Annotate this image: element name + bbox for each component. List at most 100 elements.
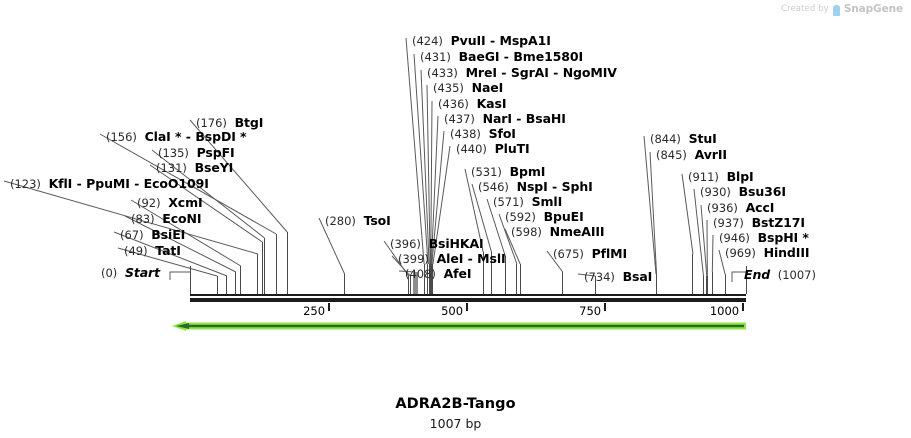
- map-caption: ADRA2B-Tango 1007 bp: [0, 396, 911, 431]
- restriction-site-label[interactable]: (546) NspI - SphI: [478, 180, 593, 193]
- cut-site-stem: [724, 274, 726, 294]
- site-enzyme-names: KflI - PpuMI - EcoO109I: [49, 177, 209, 191]
- site-position: (280): [325, 214, 356, 228]
- restriction-site-label[interactable]: (408) AfeI: [405, 267, 472, 281]
- enzyme-name: Bme1580I: [513, 49, 584, 64]
- restriction-site-label[interactable]: (598) NmeAIII: [511, 224, 605, 239]
- site-position: (675): [553, 247, 584, 261]
- restriction-site-label[interactable]: (531) BpmI: [471, 165, 545, 178]
- restriction-site-label[interactable]: (83) EcoNI: [131, 211, 202, 226]
- enzyme-name: SmlI: [531, 194, 563, 209]
- enzyme-name: NarI: [482, 111, 512, 126]
- restriction-site-label[interactable]: (176) BtgI: [196, 116, 263, 129]
- restriction-site-label[interactable]: (123) KflI - PpuMI - EcoO109I: [10, 177, 209, 191]
- restriction-site-label[interactable]: (937) BstZ17I: [713, 216, 805, 229]
- site-enzyme-names: KasI: [477, 97, 507, 111]
- restriction-site-label[interactable]: (156) ClaI * - BspDI *: [106, 129, 247, 144]
- ruler-tick: [466, 303, 469, 311]
- site-position: (911): [688, 170, 719, 184]
- restriction-site-label[interactable]: (49) TatI: [124, 244, 181, 257]
- enzyme-name: HindIII: [763, 245, 810, 260]
- enzyme-name: PpuMI: [86, 176, 130, 191]
- cut-site-stem: [429, 264, 431, 294]
- restriction-site-label[interactable]: (437) NarI - BsaHI: [444, 111, 566, 126]
- site-enzyme-names: AfeI: [444, 267, 472, 281]
- site-position: (424): [412, 34, 443, 48]
- site-enzyme-names: Start: [125, 266, 160, 280]
- restriction-site-label[interactable]: (435) NaeI: [433, 81, 503, 95]
- cut-site-stem: [432, 264, 434, 294]
- site-position: (396): [390, 237, 421, 251]
- restriction-site-label[interactable]: (67) BsiEI: [120, 228, 185, 241]
- restriction-site-label[interactable]: (969) HindIII: [725, 245, 810, 260]
- site-position: (440): [456, 142, 487, 156]
- enzyme-name-separator: -: [485, 33, 500, 48]
- enzyme-name-separator: -: [463, 251, 478, 266]
- restriction-site-label[interactable]: (734) BsaI: [584, 270, 652, 283]
- enzyme-name: NmeAIII: [549, 224, 605, 239]
- restriction-site-label[interactable]: (844) StuI: [650, 131, 717, 146]
- restriction-site-label[interactable]: (92) XcmI: [137, 195, 203, 210]
- enzyme-name-separator: -: [511, 111, 526, 126]
- restriction-site-label[interactable]: (131) BseYI: [156, 161, 233, 175]
- enzyme-name: NgoMIV: [562, 65, 617, 80]
- enzyme-name: KflI: [48, 176, 73, 191]
- cut-site-stem: [264, 238, 266, 294]
- restriction-site-label[interactable]: (396) BsiHKAI: [390, 237, 484, 251]
- restriction-site-label[interactable]: (431) BaeGI - Bme1580I: [420, 49, 584, 64]
- restriction-site-label[interactable]: (675) PflMI: [553, 247, 627, 261]
- enzyme-name: EcoNI: [162, 211, 202, 226]
- site-position: (436): [438, 97, 469, 111]
- cut-site-stem: [189, 266, 191, 294]
- restriction-site-label[interactable]: (946) BspHI *: [719, 231, 809, 245]
- cut-site-stem: [430, 264, 432, 294]
- site-position: (592): [505, 210, 536, 224]
- cut-site-stem: [423, 264, 425, 294]
- cut-site-stem: [711, 272, 713, 294]
- restriction-site-label[interactable]: (433) MreI - SgrAI - NgoMIV: [427, 65, 617, 80]
- site-enzyme-names: AleI - MslI: [437, 252, 506, 266]
- enzyme-name: SgrAI: [510, 65, 549, 80]
- cut-site-stem: [482, 252, 484, 294]
- axis-bar-top: [190, 294, 746, 296]
- site-position: (571): [493, 195, 524, 209]
- restriction-site-label[interactable]: (930) Bsu36I: [700, 184, 786, 199]
- enzyme-name-separator: -: [499, 49, 514, 64]
- enzyme-name: Bsu36I: [738, 184, 786, 199]
- enzyme-name: StuI: [688, 131, 717, 146]
- site-enzyme-names: SmlI: [532, 195, 563, 209]
- restriction-site-label[interactable]: (135) PspFI: [158, 146, 235, 159]
- restriction-site-label[interactable]: (280) TsoI: [325, 214, 391, 228]
- restriction-site-label[interactable]: (436) KasI: [438, 97, 507, 111]
- cut-site-stem: [428, 264, 430, 294]
- restriction-site-label[interactable]: End (1007): [744, 268, 816, 282]
- site-position: (92): [137, 196, 161, 210]
- restriction-site-label[interactable]: (592) BpuEI: [505, 210, 584, 224]
- cut-site-stem: [216, 276, 218, 294]
- cut-site-stem: [562, 272, 564, 294]
- site-position: (435): [433, 81, 464, 95]
- axis-bar-bottom: [190, 298, 746, 302]
- restriction-site-label[interactable]: (845) AvrII: [656, 148, 727, 161]
- enzyme-name: XcmI: [168, 195, 203, 210]
- restriction-site-label[interactable]: (0) Start: [101, 266, 160, 280]
- restriction-site-label[interactable]: (440) PluTI: [456, 142, 530, 156]
- enzyme-name-separator: -: [129, 176, 144, 191]
- site-position: (83): [131, 212, 155, 226]
- restriction-site-label[interactable]: (438) SfoI: [450, 127, 516, 141]
- coordinate-ruler: 250 500 750 1000: [190, 303, 746, 319]
- restriction-site-label[interactable]: (571) SmlI: [493, 195, 563, 209]
- enzyme-name: BsaHI: [525, 111, 566, 126]
- cut-site-stem: [656, 274, 658, 294]
- site-position: (946): [719, 231, 750, 245]
- site-enzyme-names: SfoI: [489, 127, 516, 141]
- enzyme-name-separator: -: [181, 129, 196, 144]
- site-position: (131): [156, 161, 187, 175]
- restriction-site-label[interactable]: (936) AccI: [707, 201, 774, 214]
- site-position: (1007): [777, 268, 816, 282]
- restriction-site-label[interactable]: (911) BlpI: [688, 170, 754, 184]
- restriction-site-label[interactable]: (399) AleI - MslI: [398, 252, 506, 266]
- restriction-site-label[interactable]: (424) PvuII - MspA1I: [412, 33, 551, 48]
